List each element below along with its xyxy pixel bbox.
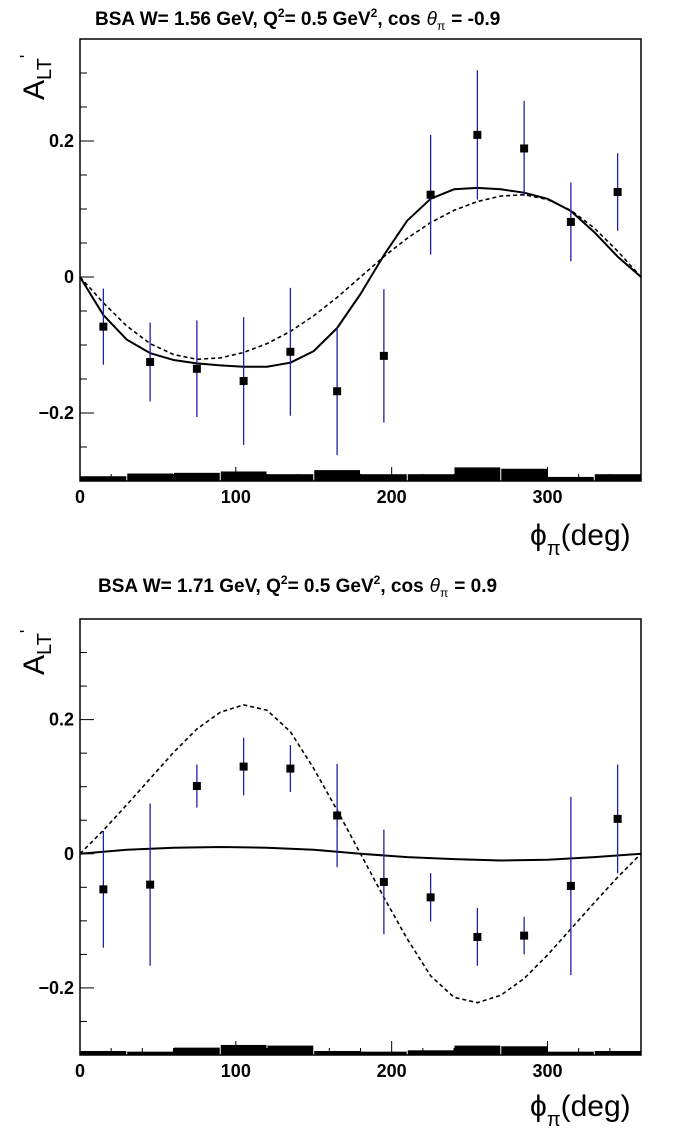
systematic-band xyxy=(454,467,501,481)
data-point xyxy=(613,188,622,196)
data-point xyxy=(520,931,529,940)
data-point xyxy=(613,814,622,823)
systematic-band xyxy=(267,1045,314,1055)
systematic-band xyxy=(127,473,173,481)
y-tick-label: 0 xyxy=(64,267,74,287)
systematic-band xyxy=(80,1050,127,1055)
data-point xyxy=(379,351,388,360)
data-point xyxy=(379,877,388,886)
systematic-band xyxy=(501,1046,547,1055)
data-point xyxy=(286,347,295,356)
x-tick-label: 200 xyxy=(377,1061,407,1081)
data-point xyxy=(239,377,248,386)
y-tick-label: 0.2 xyxy=(49,131,74,151)
y-label-sub: LT xyxy=(34,58,56,80)
systematic-band xyxy=(548,476,594,481)
data-point xyxy=(99,885,108,894)
y-axis: −0.2 0 0.2 xyxy=(38,38,94,482)
data-point xyxy=(146,358,155,366)
data-point xyxy=(520,144,529,153)
systematic-band xyxy=(127,1051,173,1055)
systematic-band xyxy=(174,472,220,481)
systematic-band xyxy=(361,1051,407,1055)
plot-frame xyxy=(79,618,642,1056)
systematic-band xyxy=(267,474,314,481)
y-tick-label: −0.2 xyxy=(38,978,74,998)
data-point xyxy=(333,387,342,396)
data-point xyxy=(473,130,482,139)
plot-area xyxy=(79,704,642,1055)
x-tick-label: 0 xyxy=(75,487,85,507)
x-axis-label: ϕπ(deg) xyxy=(530,519,631,560)
x-axis: 0 100 200 300 xyxy=(75,1041,642,1081)
x-tick-label: 0 xyxy=(75,1061,85,1081)
x-tick-label: 300 xyxy=(532,1061,562,1081)
chart-title: BSA W= 1.71 GeV, Q2= 0.5 GeV2, cos θπ = 0.… xyxy=(98,573,497,600)
systematic-band xyxy=(407,474,454,481)
data-point xyxy=(192,782,201,791)
x-axis-label: ϕπ(deg) xyxy=(530,1090,631,1128)
systematic-band xyxy=(454,1045,501,1055)
x-tick-label: 100 xyxy=(221,487,251,507)
data-point xyxy=(566,881,575,890)
chart-panel-bottom: BSA W= 1.71 GeV, Q2= 0.5 GeV2, cos θπ = 0.… xyxy=(17,573,642,1128)
y-label-main: A xyxy=(18,655,51,675)
systematic-band xyxy=(220,471,267,481)
data-point xyxy=(286,764,295,773)
model-curve-solid xyxy=(79,186,642,368)
svg-text:ALT': ALT' xyxy=(17,630,56,675)
systematic-band xyxy=(220,1044,267,1055)
data-point xyxy=(473,932,482,941)
y-tick-label: 0 xyxy=(64,844,74,864)
data-point xyxy=(426,190,435,199)
systematic-band xyxy=(314,470,360,481)
model-curve-dashed xyxy=(79,193,642,361)
data-point xyxy=(99,322,108,331)
data-point xyxy=(146,880,155,889)
svg-text:ALT': ALT' xyxy=(17,55,56,100)
plot-area xyxy=(79,70,642,481)
y-label-sub: LT xyxy=(34,633,56,655)
data-point xyxy=(239,762,248,771)
systematic-band xyxy=(314,1050,360,1055)
y-label-main: A xyxy=(18,80,51,100)
y-axis: −0.2 0 0.2 xyxy=(38,618,94,1056)
systematic-band xyxy=(361,474,407,481)
systematic-band xyxy=(407,1050,454,1055)
systematic-band xyxy=(501,468,547,481)
x-axis: 0 100 200 300 xyxy=(75,467,642,507)
data-point xyxy=(192,364,201,373)
y-label-prime: ' xyxy=(17,55,37,58)
chart-panel-top: BSA W= 1.56 GeV, Q2= 0.5 GeV2, cos θπ = -0… xyxy=(17,6,642,560)
y-tick-label: 0.2 xyxy=(49,710,74,730)
systematic-band xyxy=(548,1051,594,1055)
chart-title: BSA W= 1.56 GeV, Q2= 0.5 GeV2, cos θπ = -0… xyxy=(95,6,500,33)
systematic-band xyxy=(594,474,641,481)
y-tick-label: −0.2 xyxy=(38,403,74,423)
data-point xyxy=(566,217,575,226)
y-label-prime: ' xyxy=(17,630,37,633)
x-tick-label: 100 xyxy=(221,1061,251,1081)
systematic-band xyxy=(80,476,127,481)
x-tick-label: 300 xyxy=(532,487,562,507)
systematic-band xyxy=(174,1047,220,1055)
systematic-band xyxy=(594,1050,641,1055)
plot-frame xyxy=(79,38,642,482)
data-point xyxy=(333,811,342,820)
y-axis-label: ALT' xyxy=(17,630,56,675)
y-axis-label: ALT' xyxy=(17,55,56,100)
data-point xyxy=(426,893,435,902)
x-tick-label: 200 xyxy=(377,487,407,507)
model-curve-solid xyxy=(79,846,642,862)
